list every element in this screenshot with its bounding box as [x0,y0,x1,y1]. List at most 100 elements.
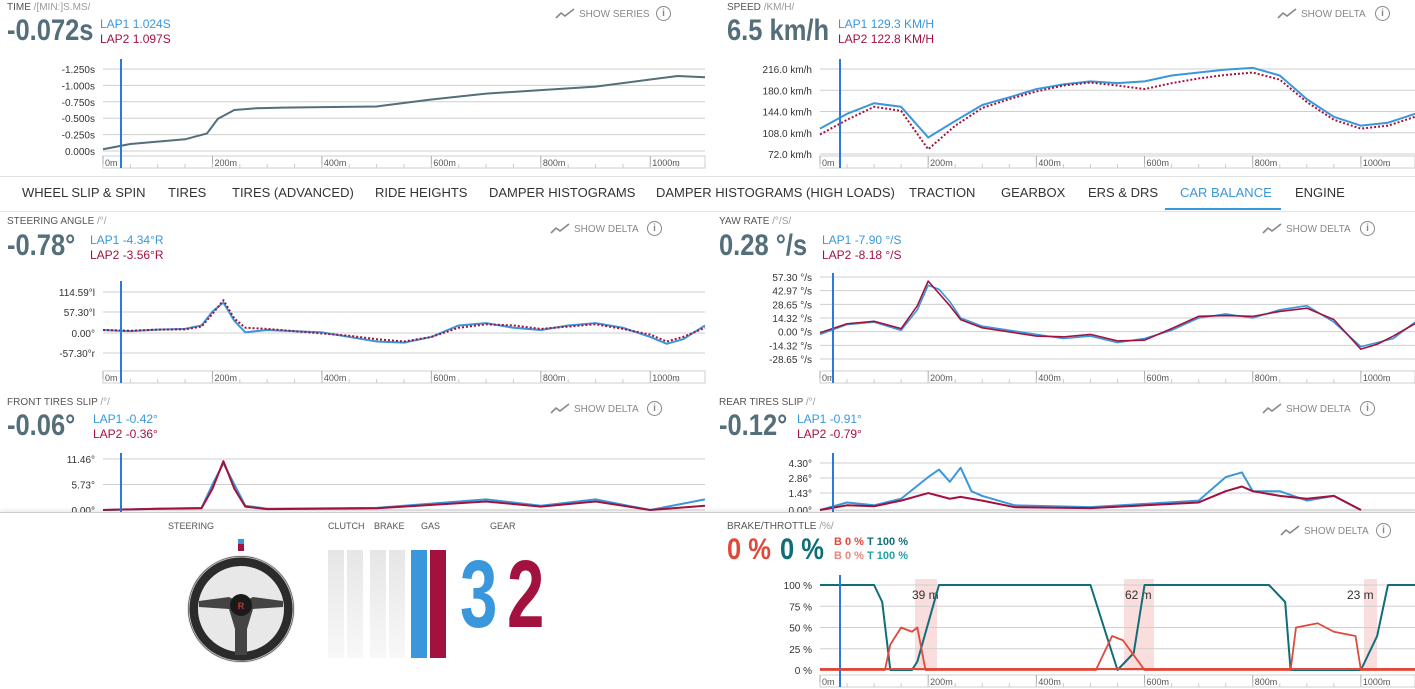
tab-car-balance[interactable]: CAR BALANCE [1180,185,1272,200]
x-tick-label: 1000m [652,158,680,168]
tab-ride-heights[interactable]: RIDE HEIGHTS [375,185,468,200]
x-tick-label: 1000m [1363,677,1391,687]
show-delta-button[interactable]: SHOW DELTA [1280,525,1369,537]
show-delta-button[interactable]: SHOW DELTA [1277,8,1366,20]
x-tick-label: 600m [1147,158,1170,168]
time-title: TIME /[MIN:]S.MS/ [7,2,91,13]
trend-icon [1280,525,1300,536]
info-icon[interactable]: i [1360,401,1375,416]
time-lap1: LAP1 1.024S [100,17,171,31]
y-tick-label: -0.500s [62,114,95,125]
y-tick-label: 28.65 °/s [772,300,812,311]
tab-tires[interactable]: TIRES [168,185,207,200]
x-tick-label: 800m [1255,677,1278,687]
show-series-button[interactable]: SHOW SERIES [555,8,650,20]
show-delta-label: SHOW DELTA [574,223,639,235]
show-delta-button[interactable]: SHOW DELTA [1262,223,1351,235]
speed-laps: LAP1 129.3 KM/H LAP2 122.8 KM/H [838,17,934,47]
info-icon[interactable]: i [1360,221,1375,236]
bottom-panel: STEERING CLUTCH BRAKE GAS GEAR R 3 2 BRA… [0,512,1415,689]
speed-title: SPEED /KM/H/ [727,2,795,13]
lap2-throttle: T 100 % [867,550,908,562]
lap2-line [102,460,706,511]
lap2-brake: B 0 % [834,550,864,562]
show-delta-label: SHOW DELTA [574,403,639,415]
y-tick-label: 2.86° [789,474,812,485]
brake-label: BRAKE [374,521,405,531]
clutch-label: CLUTCH [328,521,365,531]
x-tick-label: 600m [1147,373,1170,383]
show-series-label: SHOW SERIES [579,8,650,20]
x-tick-label: 200m [930,677,953,687]
tab-active-indicator [1165,208,1281,210]
steering-value: -0.78° [7,229,76,262]
braking-zone-label: 23 m [1347,588,1374,602]
speed-lap2: LAP2 122.8 KM/H [838,32,935,46]
braking-zone [1364,579,1377,671]
rear-slip-lap1: LAP1 -0.91° [797,412,862,426]
brake-throttle-title: BRAKE/THROTTLE /%/ [727,521,834,532]
show-delta-button[interactable]: SHOW DELTA [550,223,639,235]
y-tick-label: -1.250s [62,65,95,76]
lap1-line [819,284,1415,348]
x-tick-label: 400m [1038,373,1061,383]
yaw-chart: 57.30 °/s 42.97 °/s 28.65 °/s 14.32 °/s 0.00… [769,273,1415,384]
y-tick-label: 180.0 km/h [763,86,812,97]
lap1-line [819,466,1362,511]
clutch-bar-lap1 [328,550,344,658]
y-tick-label: -0.750s [62,98,95,109]
front-slip-panel: FRONT TIRES SLIP /°/ -0.06° LAP1 -0.42° … [0,391,707,512]
yaw-laps: LAP1 -7.90 °/S LAP2 -8.18 °/S [822,233,902,263]
braking-zone-label: 62 m [1125,588,1152,602]
rear-slip-lap2: LAP2 -0.79° [797,427,862,441]
x-tick-label: 800m [1255,373,1278,383]
gear-label: GEAR [490,521,516,531]
speed-chart: 216.0 km/h 180.0 km/h 144.0 km/h 108.0 km/h… [763,59,1415,169]
info-icon[interactable]: i [1376,523,1391,538]
braking-zone-label: 39 m [912,588,939,602]
tab-traction[interactable]: TRACTION [909,185,976,200]
speed-value: 6.5 km/h [727,14,830,47]
info-icon[interactable]: i [1375,6,1390,21]
steering-label: STEERING [168,521,215,531]
front-slip-laps: LAP1 -0.42° LAP2 -0.36° [93,412,158,442]
tab-wheel-slip-spin[interactable]: WHEEL SLIP & SPIN [22,185,146,200]
trend-icon [1262,403,1282,414]
tab-ers-drs[interactable]: ERS & DRS [1088,185,1159,200]
lap2-line [102,299,706,343]
y-tick-label: 0 % [795,666,812,677]
x-tick-label: 0m [822,677,835,687]
y-tick-label: 1.43° [789,489,812,500]
x-tick-label: 1000m [1363,373,1391,383]
trend-icon [1277,8,1297,19]
tab-damper-histograms-high-loads[interactable]: DAMPER HISTOGRAMS (HIGH LOADS) [656,185,895,200]
show-delta-button[interactable]: SHOW DELTA [1262,403,1351,415]
y-tick-label: 144.0 km/h [763,108,812,119]
y-tick-label: 0.00° [72,506,95,512]
front-slip-lap1: LAP1 -0.42° [93,412,158,426]
y-tick-label: 4.30° [789,459,812,470]
x-tick-label: 200m [930,373,953,383]
y-tick-label: 14.32 °/s [772,314,812,325]
time-chart: -1.250s -1.000s -0.750s -0.500s -0.250s 0.000… [62,59,706,169]
time-value: -0.072s [7,14,94,47]
info-icon[interactable]: i [647,221,662,236]
tab-gearbox[interactable]: GEARBOX [1001,185,1066,200]
yaw-value: 0.28 °/s [719,229,808,262]
y-tick-label: 0.00° [789,506,812,512]
brake-bar-lap1 [370,550,386,658]
y-tick-label: 11.46° [67,455,95,466]
tab-engine[interactable]: ENGINE [1295,185,1345,200]
show-delta-button[interactable]: SHOW DELTA [550,403,639,415]
yaw-lap2: LAP2 -8.18 °/S [822,248,902,262]
series-line [102,75,706,151]
trend-icon [550,403,570,414]
tab-tires-advanced[interactable]: TIRES (ADVANCED) [232,185,354,200]
front-slip-title: FRONT TIRES SLIP /°/ [7,397,110,408]
y-tick-label: 108.0 km/h [763,129,812,140]
tab-damper-histograms[interactable]: DAMPER HISTOGRAMS [489,185,636,200]
info-icon[interactable]: i [656,6,671,21]
info-icon[interactable]: i [647,401,662,416]
steering-laps: LAP1 -4.34°R LAP2 -3.56°R [90,233,164,263]
lap2-line [819,485,1362,511]
